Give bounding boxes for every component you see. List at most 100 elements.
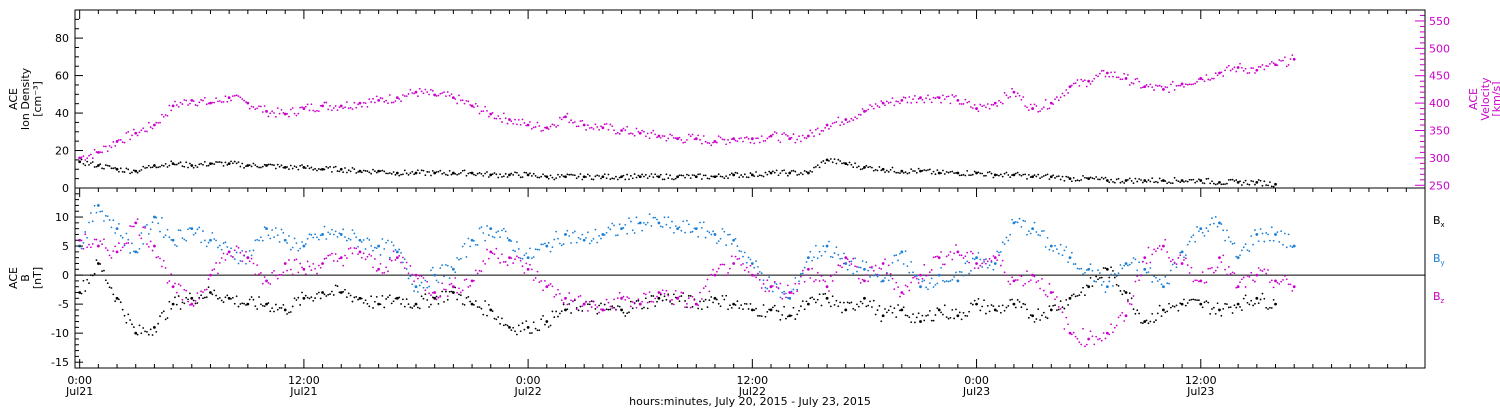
bz-sample [1115, 324, 1118, 327]
bx-sample [1194, 298, 1197, 301]
density-sample [725, 175, 728, 177]
velocity-sample [1100, 69, 1103, 72]
by-sample [706, 230, 709, 233]
bx-sample [953, 317, 956, 320]
by-sample [758, 270, 761, 273]
bx-sample [792, 306, 795, 309]
bx-sample [245, 304, 247, 306]
by-point [993, 262, 997, 265]
bx-sample [899, 309, 901, 312]
density-sample [934, 173, 937, 176]
bz-sample [295, 258, 298, 261]
density-sample [368, 171, 371, 174]
by-sample [884, 277, 886, 279]
bx-sample [495, 318, 498, 321]
density-sample [1158, 177, 1161, 180]
velocity-sample [127, 130, 130, 133]
by-sample [973, 258, 976, 261]
velocity-sample [512, 122, 515, 125]
by-sample [779, 296, 782, 299]
bx-sample [499, 322, 501, 325]
bz-point [1068, 331, 1072, 335]
velocity-sample [951, 94, 954, 96]
density-sample [758, 174, 761, 177]
density-sample [91, 161, 94, 163]
bx-sample [136, 333, 139, 336]
by-sample [598, 234, 601, 237]
velocity-sample [267, 115, 270, 118]
bz-point [190, 302, 194, 306]
velocity-sample [1272, 62, 1275, 65]
bx-sample [715, 298, 718, 301]
density-sample [293, 165, 296, 168]
density-sample [727, 177, 729, 180]
density-sample [917, 167, 920, 170]
density-point [283, 165, 287, 169]
density-sample [777, 174, 780, 177]
bx-sample [1244, 294, 1247, 297]
bx-sample [1160, 315, 1163, 318]
by-sample [691, 230, 694, 233]
velocity-sample [633, 134, 636, 137]
bz-sample [1169, 260, 1172, 263]
density-sample [1080, 179, 1083, 181]
bx-sample [876, 309, 879, 311]
velocity-sample [837, 116, 840, 119]
bz-sample [682, 291, 685, 294]
density-sample [1196, 180, 1198, 183]
by-sample [274, 227, 277, 229]
bz-sample [768, 290, 771, 292]
density-sample [278, 165, 281, 168]
density-sample [1061, 175, 1064, 178]
by-sample [88, 221, 90, 224]
bz-sample [579, 294, 582, 297]
by-sample [852, 272, 855, 275]
density-sample [745, 176, 748, 179]
bx-sample [446, 298, 449, 301]
velocity-sample [381, 97, 384, 100]
density-sample [347, 169, 350, 172]
density-sample [164, 162, 167, 165]
density-sample [241, 162, 244, 165]
bz-sample [1005, 274, 1008, 277]
bz-point [1292, 285, 1296, 289]
bz-sample [1211, 266, 1213, 269]
velocity-sample [1033, 103, 1036, 106]
velocity-sample [388, 94, 391, 96]
velocity-point [732, 137, 736, 141]
density-sample [119, 167, 122, 170]
density-sample [852, 166, 855, 169]
bx-sample [147, 333, 150, 336]
velocity-series [78, 54, 1296, 161]
density-sample [1169, 182, 1172, 185]
bx-sample [93, 272, 96, 275]
velocity-sample [1121, 78, 1124, 81]
velocity-sample [194, 104, 197, 106]
bx-sample [316, 293, 318, 295]
density-sample [861, 167, 864, 170]
bz-sample [816, 271, 819, 274]
density-point [825, 158, 829, 162]
density-sample [986, 171, 989, 174]
bz-sample [514, 258, 516, 261]
by-sample [643, 221, 645, 224]
bz-sample [764, 290, 767, 293]
density-sample [760, 174, 763, 177]
density-sample [910, 168, 913, 171]
bx-sample [880, 320, 883, 323]
density-sample [80, 158, 83, 161]
velocity-sample [1179, 84, 1182, 87]
by-sample [1248, 250, 1251, 253]
bx-sample [353, 296, 356, 299]
velocity-sample [454, 98, 457, 100]
bz-sample [762, 283, 765, 285]
bz-sample [818, 280, 821, 282]
bx-sample [1250, 299, 1253, 302]
velocity-sample [1190, 83, 1193, 86]
bx-sample [555, 310, 558, 313]
bx-sample [1239, 306, 1241, 308]
by-sample [530, 257, 533, 259]
velocity-sample [456, 102, 459, 105]
density-sample [544, 175, 546, 177]
bz-sample [734, 255, 737, 258]
